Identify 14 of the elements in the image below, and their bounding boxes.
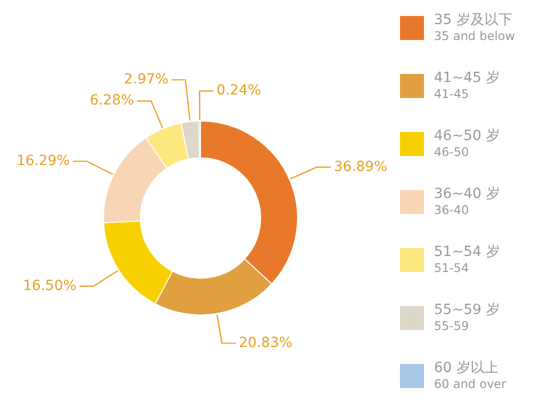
data-label: 6.28% xyxy=(90,92,134,109)
legend-label: 55~59 岁 55-59 xyxy=(434,302,500,334)
data-label: 20.83% xyxy=(238,334,292,351)
data-label: 36.89% xyxy=(334,158,388,175)
data-label: 16.29% xyxy=(16,152,70,169)
legend-label: 36~40 岁 36-40 xyxy=(434,186,500,218)
legend-label: 51~54 岁 51-54 xyxy=(434,244,500,276)
legend-label: 46~50 岁 46-50 xyxy=(434,128,500,160)
legend-label: 41~45 岁 41-45 xyxy=(434,70,500,102)
legend-label: 35 岁及以下 35 and below xyxy=(434,12,515,44)
data-label: 0.24% xyxy=(216,82,262,99)
data-label: 16.50% xyxy=(23,278,76,294)
data-label: 2.97% xyxy=(124,71,168,88)
legend-label: 60 岁以上 60 and over xyxy=(434,360,506,392)
